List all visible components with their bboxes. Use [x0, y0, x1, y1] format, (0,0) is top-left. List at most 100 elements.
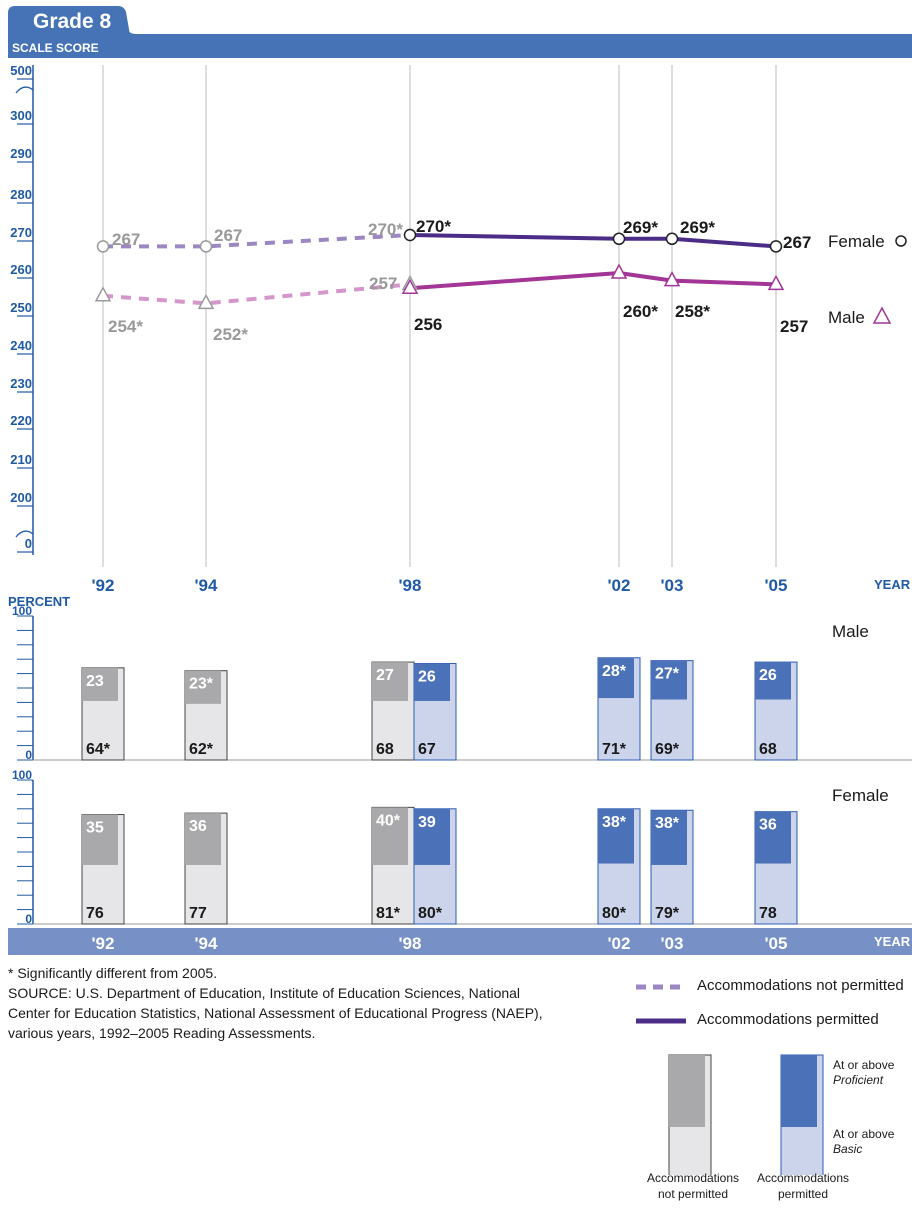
- bar-proficient-label: 39: [418, 814, 436, 831]
- female-solid-line: [409, 233, 777, 249]
- header-bar: [8, 35, 912, 58]
- bar-proficient: [185, 813, 221, 865]
- bar-proficient-label: 38*: [655, 815, 680, 832]
- y-tick-label: 210: [10, 452, 32, 467]
- year-label: '98: [399, 576, 422, 595]
- year-band-labels: '92 '94 '98 '02 '03 '05: [92, 934, 788, 953]
- axis-break-upper: [15, 86, 34, 94]
- chart-title: Grade 8: [33, 10, 112, 33]
- male-label-03: 258*: [675, 302, 710, 321]
- bar-y-tick-label: 0: [25, 748, 32, 762]
- male-label-94: 252*: [213, 325, 248, 344]
- band-year-label: '94: [195, 934, 218, 953]
- y-tick-label: 300: [10, 108, 32, 123]
- bar-groups: 23 64* 23* 62* 27 68 26 67 28* 71* 27* 69* 26 68 35 76 3…: [81, 657, 798, 925]
- bar-proficient-label: 36: [189, 818, 207, 835]
- legend-basic-label: At or above Basic: [833, 1127, 912, 1157]
- legend-bar-np-caption: Accommodations not permitted: [638, 1170, 748, 1202]
- bar-proficient: [414, 663, 450, 701]
- y-tick-label: 240: [10, 338, 32, 353]
- bar-y-title: PERCENT: [8, 594, 70, 609]
- bar-proficient-label: 26: [418, 669, 436, 686]
- year-label: '94: [195, 576, 218, 595]
- axis-break-lower: [15, 530, 34, 538]
- bar-basic-label: 81*: [376, 905, 401, 922]
- male-legend-label: Male: [828, 308, 865, 327]
- female-label-98-np: 270*: [368, 220, 403, 239]
- bar-proficient: [755, 662, 791, 700]
- male-marker-p: [401, 278, 419, 294]
- source-line-1: SOURCE: U.S. Department of Education, In…: [8, 985, 521, 1001]
- year-label: '92: [92, 576, 115, 595]
- band-year-label: '03: [661, 934, 684, 953]
- female-marker-p: [665, 232, 679, 246]
- legend-bar-np-prof: [669, 1055, 705, 1127]
- grade-tab: [8, 6, 130, 35]
- female-marker-np: [96, 240, 110, 253]
- y-tick-label: 220: [10, 413, 32, 428]
- female-marker-np: [199, 240, 213, 253]
- male-panel-label: Male: [832, 622, 869, 641]
- bar-proficient-label: 28*: [602, 663, 627, 680]
- bar-proficient: [755, 811, 791, 864]
- bar-proficient-label: 23: [86, 673, 104, 690]
- bar-basic-label: 80*: [418, 905, 443, 922]
- bar-basic-label: 71*: [602, 741, 627, 758]
- bar-basic-label: 68: [759, 741, 777, 758]
- male-legend-marker: [872, 306, 892, 324]
- female-marker-p: [403, 228, 417, 242]
- bar-proficient-label: 23*: [189, 676, 214, 693]
- legend-basic-line1: At or above: [833, 1127, 895, 1141]
- bar-proficient: [651, 660, 687, 700]
- year-label: '02: [608, 576, 631, 595]
- header-outline: [125, 27, 912, 36]
- female-legend-label: Female: [828, 232, 885, 251]
- year-axis: '92 '94 '98 '02 '03 '05: [92, 576, 788, 595]
- y-tick-label: 500: [10, 63, 32, 78]
- female-marker-p: [769, 240, 783, 253]
- year-band: [8, 928, 912, 955]
- female-dashed-line: [103, 233, 411, 249]
- line-grid: [102, 65, 777, 567]
- line-y-axis: 500 300 290 280 270 260 250 240 230 220 210 200 0: [10, 63, 34, 555]
- source-line-2: Center for Education Statistics, Nationa…: [8, 1005, 543, 1021]
- bar-y-tick-label: 0: [25, 912, 32, 926]
- year-label: '05: [765, 576, 788, 595]
- y-tick-label: 200: [10, 490, 32, 505]
- bar-proficient: [185, 670, 221, 704]
- bar-y-tick-label: 100: [12, 768, 32, 782]
- legend-graphics: [636, 984, 824, 1175]
- y-tick-label: 0: [25, 536, 32, 551]
- male-label-98-np: 257: [369, 274, 397, 293]
- female-label-98-p: 270*: [416, 217, 451, 236]
- legend-bar-np-line1: Accommodations: [646, 1171, 740, 1185]
- legend-bar-p-caption: Accommodations permitted: [748, 1170, 858, 1202]
- band-year-label: '05: [765, 934, 788, 953]
- bar-proficient: [598, 808, 634, 864]
- male-marker-p: [767, 274, 785, 291]
- footnotes: * Significantly different from 2005. SOU…: [8, 963, 608, 1043]
- bar-y-tick-label: 100: [12, 604, 32, 618]
- male-label-02: 260*: [623, 302, 658, 321]
- line-labels: 267 267 270* 270* 269* 269* 267 254* 252* 257 256 2…: [108, 217, 811, 344]
- bar-basic-label: 67: [418, 741, 436, 758]
- bar-basic-label: 64*: [86, 741, 111, 758]
- female-label-03: 269*: [680, 218, 715, 237]
- bar-basic-label: 79*: [655, 905, 680, 922]
- legend-proficient-label: At or above Proficient: [833, 1058, 912, 1088]
- y-axis-title: SCALE SCORE: [12, 41, 99, 55]
- bar-basic-label: 80*: [602, 905, 627, 922]
- legend-bar-np-line2: not permitted: [657, 1187, 729, 1201]
- female-label-92: 267: [112, 230, 140, 249]
- bar-proficient: [414, 808, 450, 865]
- female-label-94: 267: [214, 226, 242, 245]
- bar-proficient: [598, 657, 634, 699]
- female-legend-marker: [895, 235, 907, 247]
- band-year-label: '98: [399, 934, 422, 953]
- bar-basic-label: 76: [86, 905, 104, 922]
- male-marker-np: [197, 293, 215, 310]
- bar-proficient: [651, 810, 687, 865]
- bar-basic-label: 68: [376, 741, 394, 758]
- bar-axes: 100 0 100 0: [12, 604, 912, 926]
- grade8-chart: Grade 8 SCALE SCORE 50030029028027026025…: [8, 6, 912, 955]
